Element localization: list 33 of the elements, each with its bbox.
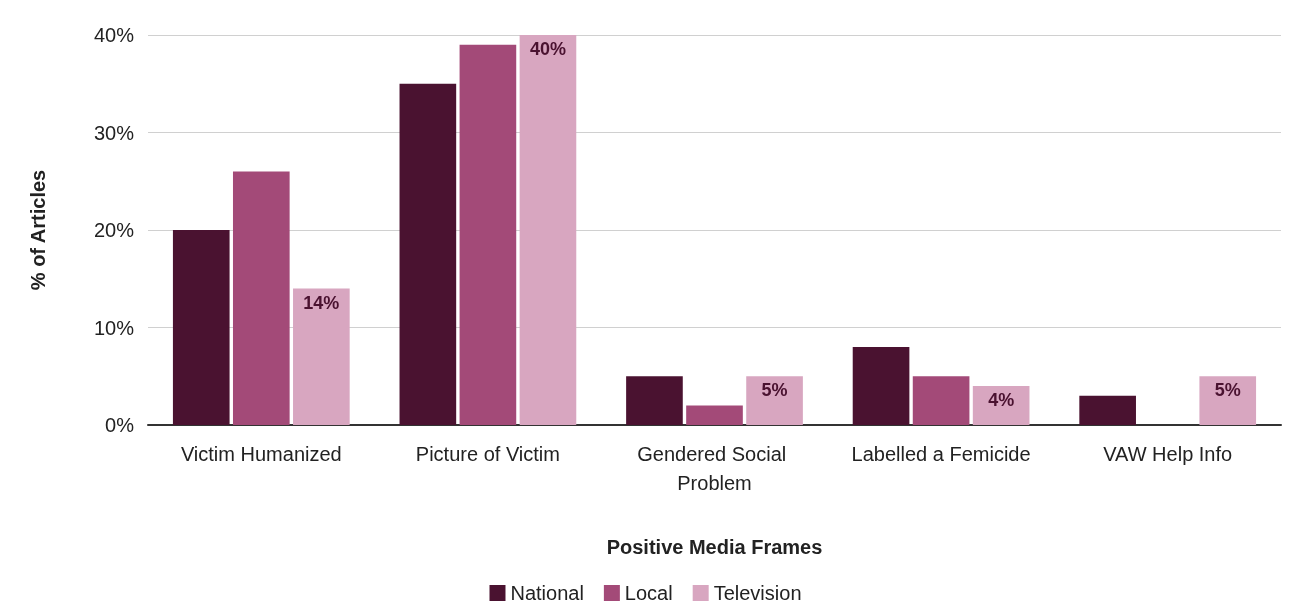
legend-label: Television bbox=[713, 582, 802, 604]
data-label: 4% bbox=[988, 390, 1015, 410]
y-tick-label: 30% bbox=[93, 121, 135, 144]
bar bbox=[626, 376, 683, 425]
data-label: 5% bbox=[761, 380, 788, 401]
x-tick-label: Labelled a Femicide bbox=[851, 442, 1031, 465]
y-tick-label: 40% bbox=[93, 24, 135, 46]
bar bbox=[686, 405, 743, 425]
bar bbox=[399, 83, 457, 425]
y-axis-title: % of Articles bbox=[27, 169, 49, 291]
data-label: 5% bbox=[1214, 380, 1241, 401]
bar bbox=[519, 35, 577, 425]
x-axis-title: Positive Media Frames bbox=[606, 536, 823, 558]
legend-label: Local bbox=[624, 582, 673, 604]
x-tick-label: Gendered Social Problem bbox=[637, 442, 792, 494]
y-tick-label: 0% bbox=[105, 414, 135, 436]
bar bbox=[459, 44, 517, 425]
bar bbox=[746, 376, 803, 425]
data-label: 14% bbox=[303, 292, 340, 313]
bar bbox=[1199, 376, 1257, 425]
x-tick-label: Picture of Victim bbox=[415, 442, 560, 465]
bar bbox=[293, 288, 350, 425]
bar bbox=[172, 230, 230, 425]
legend-label: National bbox=[510, 582, 584, 604]
bar bbox=[1079, 395, 1136, 425]
bar bbox=[232, 171, 290, 425]
data-label: 40% bbox=[529, 39, 566, 59]
x-tick-label: VAW Help Info bbox=[1103, 442, 1233, 465]
x-tick-label: Victim Humanized bbox=[180, 442, 342, 465]
y-tick-label: 20% bbox=[93, 219, 135, 241]
bar bbox=[852, 347, 910, 425]
bar bbox=[912, 376, 970, 425]
y-tick-label: 10% bbox=[93, 316, 135, 339]
